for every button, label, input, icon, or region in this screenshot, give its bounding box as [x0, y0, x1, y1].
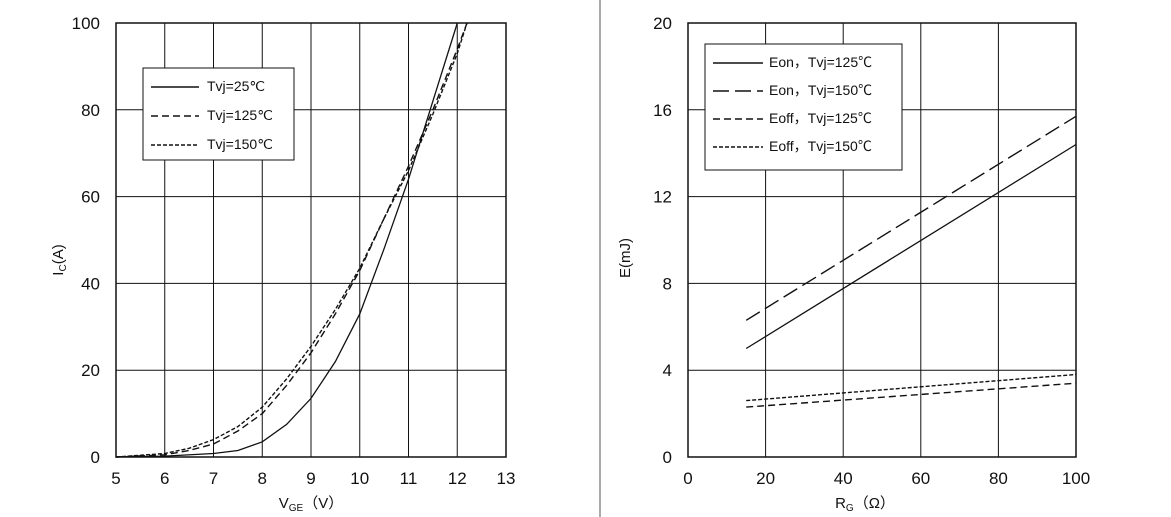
x-tick-label: 5 — [111, 469, 120, 488]
y-axis-label: IC(A) — [50, 244, 69, 275]
series-line-1 — [115, 22, 468, 458]
x-tick-label: 12 — [448, 469, 467, 488]
y-tick-label: 40 — [81, 274, 100, 293]
transfer-characteristic-chart: 5 6 7 8 9 10 11 12 13 0 20 40 60 80 100 Tvj=25℃ Tvj=125℃… — [50, 14, 515, 514]
series-line-0 — [115, 22, 458, 458]
series-line-2 — [115, 22, 468, 458]
y-tick-label: 8 — [663, 274, 672, 293]
y-tick-label: 16 — [653, 101, 672, 120]
series-line-3 — [746, 373, 1077, 402]
x-tick-label: 80 — [989, 469, 1008, 488]
x-tick-label: 11 — [400, 469, 418, 488]
legend-label: Eoff，Tvj=125℃ — [769, 110, 872, 126]
x-tick-label: 10 — [350, 469, 369, 488]
y-axis-label: E(mJ) — [617, 238, 634, 278]
x-tick-label: 7 — [209, 469, 218, 488]
y-tick-label: 4 — [663, 361, 672, 380]
legend-label: Tvj=150℃ — [207, 136, 273, 152]
switching-energy-chart: 0 20 40 60 80 100 0 4 8 12 16 20 Eon，Tvj=125℃ Eon，Tvj… — [617, 14, 1090, 514]
plot-frame — [687, 22, 1077, 458]
x-tick-label: 20 — [756, 469, 775, 488]
x-tick-label: 40 — [834, 469, 853, 488]
y-tick-label: 80 — [81, 101, 100, 120]
legend-box — [704, 43, 903, 171]
y-tick-label: 0 — [663, 448, 672, 467]
y-tick-label: 60 — [81, 188, 100, 207]
y-tick-label: 100 — [72, 14, 100, 33]
x-tick-label: 6 — [160, 469, 169, 488]
y-tick-label: 12 — [653, 188, 672, 207]
legend-box — [142, 67, 295, 161]
y-tick-label: 20 — [81, 361, 100, 380]
legend-label: Eon，Tvj=150℃ — [769, 82, 872, 98]
x-tick-label: 100 — [1062, 469, 1090, 488]
series-line-2 — [746, 382, 1077, 408]
x-tick-label: 13 — [497, 469, 516, 488]
series-line-1 — [745, 115, 1077, 321]
x-axis-label: RG（Ω） — [835, 495, 895, 514]
y-tick-label: 0 — [91, 448, 100, 467]
legend-label: Eoff，Tvj=150℃ — [769, 138, 872, 154]
x-tick-label: 0 — [683, 469, 692, 488]
legend-label: Tvj=25℃ — [207, 78, 265, 94]
x-tick-label: 60 — [911, 469, 930, 488]
plot-frame — [115, 22, 507, 458]
x-axis-label: VGE（V） — [279, 495, 343, 514]
x-tick-label: 8 — [258, 469, 267, 488]
legend-label: Eon，Tvj=125℃ — [769, 54, 872, 70]
legend-label: Tvj=125℃ — [207, 107, 273, 123]
x-tick-label: 9 — [306, 469, 315, 488]
series-line-0 — [745, 143, 1077, 350]
y-tick-label: 20 — [653, 14, 672, 33]
